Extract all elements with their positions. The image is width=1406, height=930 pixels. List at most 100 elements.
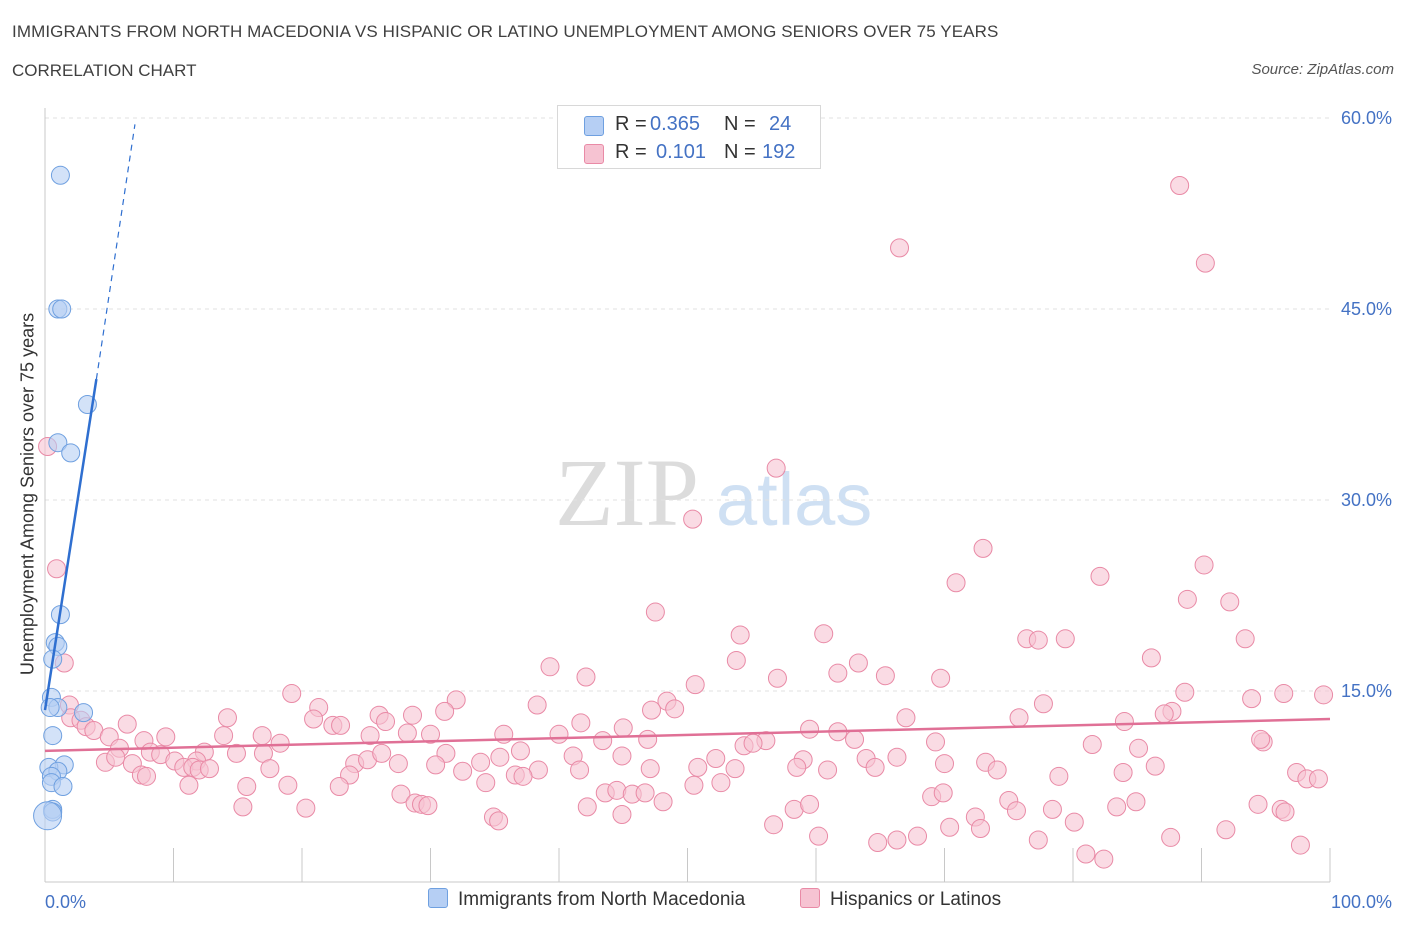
data-point [1154, 704, 1174, 724]
data-point [1290, 835, 1310, 855]
data-point [1141, 648, 1161, 668]
data-point [329, 777, 349, 796]
legend-r-label: R = [615, 113, 647, 135]
series-hispanics-points [38, 175, 1334, 869]
legend-item-hispanics: Hispanics or Latinos [800, 888, 1001, 911]
data-point [33, 801, 63, 831]
data-point [446, 690, 466, 710]
data-point [800, 719, 820, 739]
legend-r-value: 0.101 [656, 141, 707, 163]
data-point [513, 766, 533, 786]
data-point [421, 724, 440, 744]
data-point [1216, 820, 1236, 840]
data-point [106, 747, 126, 767]
data-point [1028, 630, 1048, 650]
data-point [926, 732, 946, 752]
data-point [397, 723, 417, 743]
data-point [683, 509, 703, 529]
data-point [1251, 729, 1271, 749]
data-point [304, 709, 324, 729]
data-point [1235, 629, 1255, 649]
data-point [278, 775, 298, 795]
data-point [946, 573, 966, 593]
data-point [1114, 712, 1134, 732]
data-point [217, 708, 237, 728]
data-point [865, 757, 885, 777]
chart-title: IMMIGRANTS FROM NORTH MACEDONIA VS HISPA… [12, 22, 999, 41]
data-point [52, 299, 72, 319]
data-point [40, 698, 60, 718]
data-point [1064, 812, 1084, 832]
data-point [403, 705, 423, 725]
data-point [767, 668, 787, 688]
data-point [645, 602, 665, 622]
data-point [576, 667, 596, 687]
data-point [593, 731, 613, 751]
data-point [711, 773, 731, 793]
watermark-zip: ZIP [555, 439, 699, 546]
gridlines [45, 117, 1330, 692]
data-point [117, 714, 137, 734]
legend-item-north-macedonia: Immigrants from North Macedonia [428, 888, 745, 911]
data-point [935, 754, 954, 774]
data-point [453, 761, 473, 781]
data-point [638, 729, 658, 749]
data-point [1126, 792, 1146, 812]
data-point [376, 712, 396, 732]
data-point [875, 666, 895, 686]
data-point [908, 826, 928, 846]
data-point [688, 757, 708, 777]
data-point [1177, 589, 1197, 609]
data-point [743, 733, 763, 753]
data-point [890, 238, 910, 258]
data-point [282, 684, 302, 704]
data-point [233, 797, 253, 817]
data-point [1107, 797, 1127, 817]
data-point [527, 695, 547, 715]
data-point [665, 699, 685, 719]
data-point [50, 165, 70, 185]
data-point [43, 726, 63, 746]
series-north-macedonia-points [33, 165, 97, 831]
legend-label: Immigrants from North Macedonia [458, 889, 746, 910]
data-point [510, 741, 530, 761]
data-point [1145, 756, 1165, 776]
chart-subtitle: CORRELATION CHART [12, 61, 197, 80]
data-point [426, 755, 446, 775]
data-point [1248, 794, 1268, 814]
legend-r-label: R = [615, 141, 647, 163]
data-point [940, 817, 960, 837]
y-tick-label: 30.0% [1341, 490, 1392, 510]
trend-lines [43, 124, 1331, 753]
tick-labels: 15.0% 30.0% 45.0% 60.0% 0.0% 100.0% [45, 108, 1392, 912]
data-point [214, 726, 234, 746]
trend-line [44, 717, 1331, 753]
data-point [1028, 830, 1048, 850]
data-point [296, 798, 316, 818]
data-point [47, 559, 67, 579]
y-tick-label: 45.0% [1341, 299, 1392, 319]
data-point [260, 759, 280, 779]
data-point [199, 759, 219, 779]
data-point [1275, 802, 1295, 822]
data-point [270, 733, 290, 753]
data-point [489, 811, 509, 831]
data-point [226, 743, 246, 763]
data-point [814, 624, 834, 644]
data-point [1076, 844, 1096, 864]
data-point [809, 826, 829, 846]
x-tick-label-max: 100.0% [1331, 892, 1392, 912]
data-point [388, 754, 408, 774]
data-point [156, 727, 176, 747]
data-point [973, 538, 993, 558]
data-point [1082, 734, 1102, 754]
data-point [787, 757, 807, 777]
legend-swatch-pink [800, 888, 820, 908]
source-credit: Source: ZipAtlas.com [1251, 61, 1394, 78]
data-point [1308, 769, 1328, 789]
data-point [570, 760, 590, 780]
data-point [764, 815, 784, 835]
data-point [612, 805, 632, 825]
data-point [1094, 849, 1114, 869]
